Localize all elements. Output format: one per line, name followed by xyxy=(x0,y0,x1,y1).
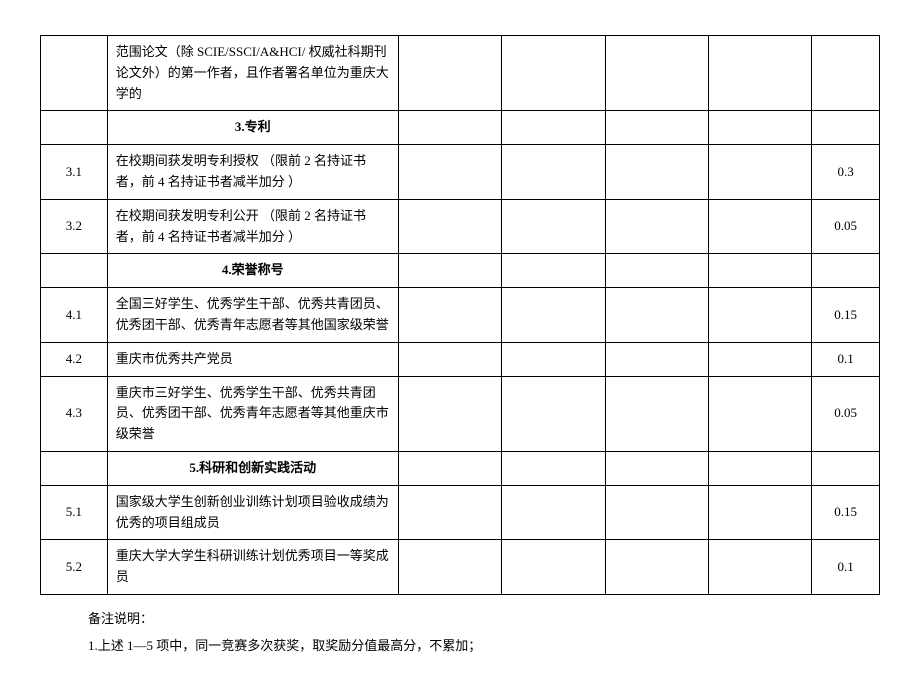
empty-cell xyxy=(708,540,811,595)
row-id-cell: 3.2 xyxy=(41,199,108,254)
desc-cell: 重庆市优秀共产党员 xyxy=(107,342,398,376)
score-cell: 0.1 xyxy=(812,540,880,595)
empty-cell xyxy=(708,111,811,145)
footnote-note1: 1.上述 1—5 项中，同一竞赛多次获奖，取奖励分值最高分，不累加； xyxy=(88,634,880,657)
score-cell: 0.15 xyxy=(812,485,880,540)
empty-cell xyxy=(605,485,708,540)
empty-cell xyxy=(605,199,708,254)
row-id-cell: 4.2 xyxy=(41,342,108,376)
section-header-cell: 4.荣誉称号 xyxy=(107,254,398,288)
footnote-header: 备注说明： xyxy=(88,607,880,630)
desc-cell: 全国三好学生、优秀学生干部、优秀共青团员、优秀团干部、优秀青年志愿者等其他国家级… xyxy=(107,288,398,343)
empty-cell xyxy=(502,376,605,451)
empty-cell xyxy=(708,342,811,376)
empty-cell xyxy=(398,288,501,343)
empty-cell xyxy=(502,540,605,595)
empty-cell xyxy=(398,254,501,288)
row-id-cell: 4.1 xyxy=(41,288,108,343)
desc-cell: 重庆大学大学生科研训练计划优秀项目一等奖成员 xyxy=(107,540,398,595)
empty-cell xyxy=(708,451,811,485)
desc-cell: 范围论文（除 SCIE/SSCI/A&HCI/ 权威社科期刊论文外）的第一作者，… xyxy=(107,36,398,111)
empty-cell xyxy=(502,254,605,288)
table-row: 3.1在校期间获发明专利授权 （限前 2 名持证书者，前 4 名持证书者减半加分… xyxy=(41,145,880,200)
empty-cell xyxy=(708,376,811,451)
table-row: 4.荣誉称号 xyxy=(41,254,880,288)
empty-cell xyxy=(605,145,708,200)
empty-cell xyxy=(502,451,605,485)
empty-cell xyxy=(502,36,605,111)
empty-cell xyxy=(605,376,708,451)
empty-cell xyxy=(708,145,811,200)
empty-cell xyxy=(502,111,605,145)
empty-cell xyxy=(605,111,708,145)
empty-cell xyxy=(502,342,605,376)
empty-cell xyxy=(398,36,501,111)
empty-cell xyxy=(398,540,501,595)
empty-cell xyxy=(708,288,811,343)
empty-cell xyxy=(398,376,501,451)
empty-cell xyxy=(502,288,605,343)
score-cell xyxy=(812,36,880,111)
empty-cell xyxy=(398,145,501,200)
score-cell: 0.05 xyxy=(812,199,880,254)
score-cell xyxy=(812,111,880,145)
score-cell xyxy=(812,451,880,485)
row-id-cell: 5.2 xyxy=(41,540,108,595)
section-header-cell: 5.科研和创新实践活动 xyxy=(107,451,398,485)
row-id-cell xyxy=(41,254,108,288)
desc-cell: 在校期间获发明专利公开 （限前 2 名持证书者，前 4 名持证书者减半加分 ） xyxy=(107,199,398,254)
table-row: 5.2重庆大学大学生科研训练计划优秀项目一等奖成员 0.1 xyxy=(41,540,880,595)
score-cell: 0.05 xyxy=(812,376,880,451)
empty-cell xyxy=(398,111,501,145)
score-cell: 0.15 xyxy=(812,288,880,343)
row-id-cell: 5.1 xyxy=(41,485,108,540)
score-cell: 0.1 xyxy=(812,342,880,376)
row-id-cell xyxy=(41,111,108,145)
empty-cell xyxy=(502,485,605,540)
empty-cell xyxy=(708,254,811,288)
table-row: 3.2在校期间获发明专利公开 （限前 2 名持证书者，前 4 名持证书者减半加分… xyxy=(41,199,880,254)
empty-cell xyxy=(605,254,708,288)
score-cell: 0.3 xyxy=(812,145,880,200)
empty-cell xyxy=(502,199,605,254)
empty-cell xyxy=(398,199,501,254)
row-id-cell xyxy=(41,451,108,485)
row-id-cell xyxy=(41,36,108,111)
empty-cell xyxy=(605,342,708,376)
table-row: 范围论文（除 SCIE/SSCI/A&HCI/ 权威社科期刊论文外）的第一作者，… xyxy=(41,36,880,111)
row-id-cell: 4.3 xyxy=(41,376,108,451)
table-row: 4.2重庆市优秀共产党员 0.1 xyxy=(41,342,880,376)
table-row: 4.3重庆市三好学生、优秀学生干部、优秀共青团员、优秀团干部、优秀青年志愿者等其… xyxy=(41,376,880,451)
desc-cell: 国家级大学生创新创业训练计划项目验收成绩为优秀的项目组成员 xyxy=(107,485,398,540)
empty-cell xyxy=(708,199,811,254)
desc-cell: 在校期间获发明专利授权 （限前 2 名持证书者，前 4 名持证书者减半加分 ） xyxy=(107,145,398,200)
row-id-cell: 3.1 xyxy=(41,145,108,200)
empty-cell xyxy=(605,36,708,111)
empty-cell xyxy=(502,145,605,200)
desc-cell: 重庆市三好学生、优秀学生干部、优秀共青团员、优秀团干部、优秀青年志愿者等其他重庆… xyxy=(107,376,398,451)
section-header-cell: 3.专利 xyxy=(107,111,398,145)
table-row: 3.专利 xyxy=(41,111,880,145)
empty-cell xyxy=(398,342,501,376)
empty-cell xyxy=(398,451,501,485)
table-row: 4.1全国三好学生、优秀学生干部、优秀共青团员、优秀团干部、优秀青年志愿者等其他… xyxy=(41,288,880,343)
empty-cell xyxy=(605,288,708,343)
empty-cell xyxy=(605,540,708,595)
scoring-table: 范围论文（除 SCIE/SSCI/A&HCI/ 权威社科期刊论文外）的第一作者，… xyxy=(40,35,880,595)
empty-cell xyxy=(398,485,501,540)
empty-cell xyxy=(605,451,708,485)
score-cell xyxy=(812,254,880,288)
empty-cell xyxy=(708,36,811,111)
table-row: 5.科研和创新实践活动 xyxy=(41,451,880,485)
table-row: 5.1国家级大学生创新创业训练计划项目验收成绩为优秀的项目组成员 0.15 xyxy=(41,485,880,540)
footnote-section: 备注说明： 1.上述 1—5 项中，同一竞赛多次获奖，取奖励分值最高分，不累加； xyxy=(88,607,880,658)
empty-cell xyxy=(708,485,811,540)
